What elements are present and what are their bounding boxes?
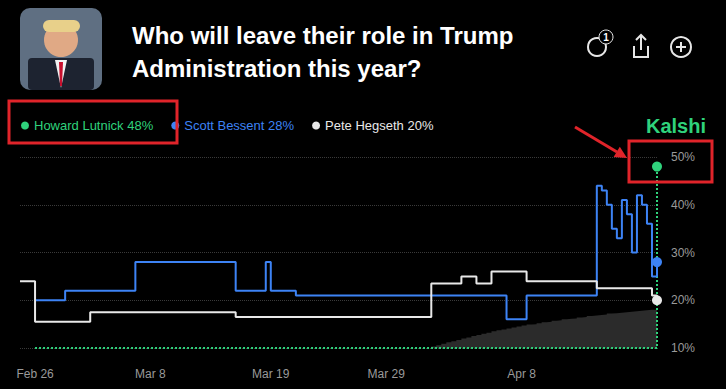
- svg-text:Howard Lutnick 48%: Howard Lutnick 48%: [34, 118, 154, 133]
- svg-text:Scott Bessent 28%: Scott Bessent 28%: [184, 118, 294, 133]
- svg-text:Feb 26: Feb 26: [16, 367, 54, 381]
- svg-text:Apr 8: Apr 8: [507, 367, 536, 381]
- svg-text:30%: 30%: [671, 246, 695, 260]
- svg-text:Who will leave their role in T: Who will leave their role in Trump: [132, 22, 520, 49]
- svg-text:Mar 29: Mar 29: [367, 367, 405, 381]
- svg-text:Kalshi: Kalshi: [646, 115, 706, 137]
- svg-text:Pete Hegseth 20%: Pete Hegseth 20%: [325, 118, 434, 133]
- svg-text:Mar 19: Mar 19: [252, 367, 290, 381]
- svg-text:20%: 20%: [671, 293, 695, 307]
- svg-text:Administration this year?: Administration this year?: [132, 55, 421, 82]
- svg-text:Mar 8: Mar 8: [135, 367, 166, 381]
- svg-text:40%: 40%: [671, 198, 695, 212]
- svg-text:10%: 10%: [671, 341, 695, 355]
- svg-text:1: 1: [603, 32, 609, 43]
- svg-text:50%: 50%: [671, 150, 695, 164]
